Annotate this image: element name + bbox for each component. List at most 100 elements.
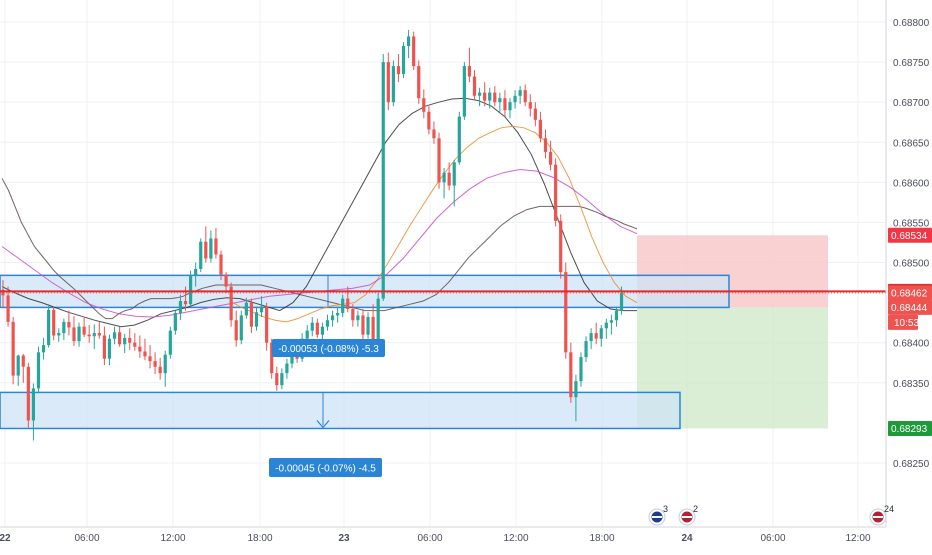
candle-body — [219, 254, 223, 275]
y-tick-label: 0.68600 — [893, 178, 930, 189]
candle-body — [168, 330, 172, 355]
measurement-labels[interactable]: -0.00053 (-0.08%) -5.3 -0.00045 (-0.07%) … — [269, 339, 385, 477]
candle-body — [472, 76, 477, 96]
candle-body — [310, 322, 314, 331]
candle-body — [97, 333, 101, 336]
candle-body — [594, 333, 598, 339]
candle-body — [412, 36, 416, 67]
event-count: 2 — [693, 504, 698, 514]
candle-body — [41, 345, 46, 353]
candle-body — [254, 312, 259, 327]
candle-body — [102, 335, 106, 359]
candle-body — [280, 373, 284, 386]
x-tick-label: 06:00 — [74, 533, 99, 544]
candle-body — [133, 342, 137, 347]
candle-body — [604, 322, 608, 329]
x-tick-label: 06:00 — [417, 533, 442, 544]
y-tick-label: 0.68550 — [893, 218, 930, 229]
candle-body — [62, 321, 66, 334]
candle-body — [36, 352, 41, 389]
candle-body — [57, 333, 61, 336]
x-tick-label: 18:00 — [247, 533, 272, 544]
candle-body — [244, 302, 248, 316]
price-label-entry — [888, 299, 932, 315]
candle-body — [290, 354, 294, 364]
x-tick-label: 18:00 — [589, 533, 614, 544]
candle-body — [72, 327, 76, 342]
candle-body — [523, 90, 527, 103]
candle-body — [462, 66, 466, 117]
horizontal-line[interactable] — [0, 290, 886, 294]
x-tick-label: 23 — [338, 533, 350, 544]
candle-body — [584, 341, 588, 358]
candle-body — [376, 298, 380, 343]
candle-body — [528, 102, 532, 109]
candle-body — [467, 66, 472, 77]
candle-body — [112, 332, 117, 339]
candle-body — [609, 320, 613, 323]
candle-body — [346, 298, 350, 310]
candle-body — [432, 129, 436, 139]
candle-body — [194, 268, 198, 276]
candle-body — [483, 92, 487, 101]
candle-body — [148, 356, 152, 362]
y-tick-label: 0.68250 — [893, 459, 930, 470]
candle-body — [569, 352, 573, 398]
price-label-text: 0.68462 — [891, 288, 928, 299]
candle-body — [614, 310, 619, 321]
candle-body — [123, 337, 127, 345]
candle-body — [107, 338, 112, 359]
event-count: 24 — [884, 504, 894, 514]
candle-body — [477, 92, 482, 96]
candle-body — [386, 62, 390, 103]
candle-body — [234, 320, 238, 341]
lower-zone[interactable] — [0, 391, 681, 430]
measurement-box[interactable] — [269, 458, 382, 477]
candle-body — [503, 98, 507, 111]
candle-body — [619, 292, 624, 311]
candle-body — [82, 326, 86, 335]
measurement-box[interactable] — [272, 339, 385, 357]
y-tick-label: 0.68650 — [893, 138, 930, 149]
candle-body — [366, 317, 370, 335]
flag-stripe — [682, 516, 692, 518]
candle-body — [341, 298, 345, 314]
measurement-text: -0.00045 (-0.07%) -4.5 — [275, 464, 376, 475]
candle-body — [11, 321, 15, 376]
candle-body — [259, 306, 264, 313]
candle-body — [427, 111, 431, 130]
candle-body — [447, 172, 451, 186]
flag-stripe — [652, 516, 662, 518]
candle-body — [158, 366, 162, 374]
candle-body — [188, 275, 193, 305]
candle-body — [574, 381, 578, 398]
candle-body — [128, 337, 132, 343]
candle-body — [513, 95, 517, 103]
candle-body — [305, 330, 309, 339]
candle-body — [204, 241, 208, 259]
candle-body — [229, 286, 233, 321]
y-tick-label: 0.68350 — [893, 379, 930, 390]
y-tick-label: 0.68500 — [893, 259, 930, 270]
candle-body — [579, 357, 583, 382]
price-label-countdown — [888, 314, 918, 330]
event-icons[interactable]: 3 2 24 — [648, 504, 894, 526]
candle-body — [138, 346, 142, 352]
candle-body — [508, 102, 512, 111]
candle-body — [77, 326, 81, 342]
price-label-text: 0.68534 — [891, 231, 928, 242]
candle-body — [391, 66, 395, 103]
candle-body — [589, 333, 593, 342]
candle-body — [214, 238, 218, 255]
moving-average-line — [229, 125, 638, 323]
candle-body — [320, 326, 325, 335]
candle-body — [265, 306, 269, 343]
candle-body — [330, 315, 335, 321]
candle-body — [356, 315, 360, 321]
y-tick-label: 0.68750 — [893, 58, 930, 69]
candle-body — [381, 62, 385, 299]
candle-body — [16, 355, 20, 376]
candle-body — [270, 342, 274, 374]
